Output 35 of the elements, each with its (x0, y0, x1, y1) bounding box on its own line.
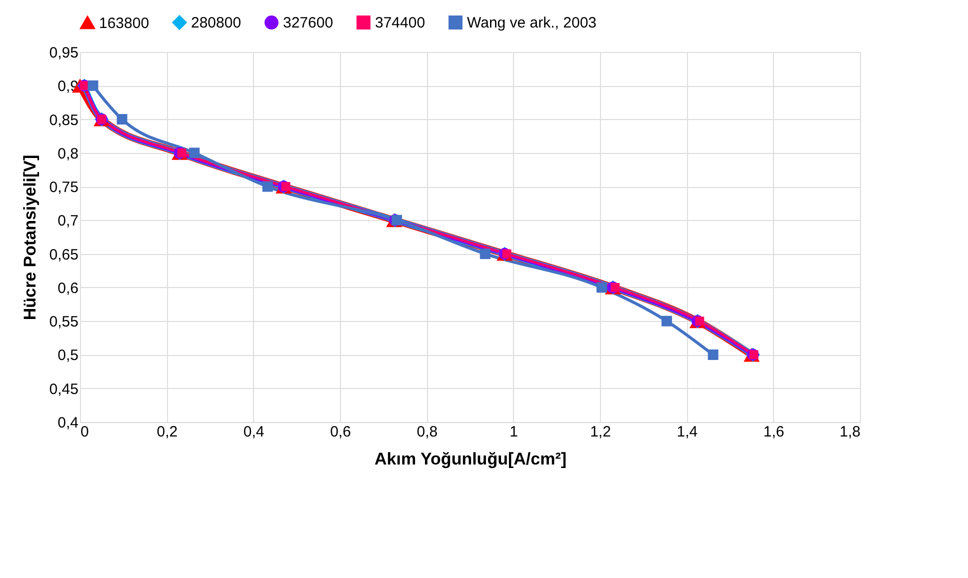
y-tick-label: 0,85 (49, 112, 78, 129)
x-tick-label: 0,6 (330, 424, 351, 440)
point (661, 316, 672, 326)
y-tick-label: 0,45 (49, 380, 78, 398)
y-tick-label: 0,5 (58, 347, 78, 364)
point (480, 248, 490, 260)
point (189, 148, 200, 158)
y-tick-label: 0,6 (58, 280, 78, 297)
x-tick-label: 1,6 (763, 424, 784, 440)
y-tick-label: 0,95 (49, 44, 78, 62)
legend-label: Wang ve ark., 2003 (467, 14, 597, 32)
y-tick-label: 0,65 (49, 246, 78, 264)
legend-label: 280800 (191, 14, 242, 32)
x-tick-label: 1 (510, 424, 518, 440)
point (708, 349, 718, 360)
x-tick-label: 0,8 (416, 424, 438, 440)
x-tick-label: 0,4 (243, 424, 264, 440)
y-tick-label: 0,8 (58, 145, 78, 162)
x-axis-title: Akım Yoğunluğu[A/cm²] (374, 450, 567, 468)
point (88, 80, 98, 91)
y-tick-label: 0,7 (58, 212, 78, 230)
point (596, 282, 607, 293)
y-tick-label: 0,55 (49, 314, 78, 331)
legend-label: 374400 (375, 14, 426, 32)
point (116, 114, 128, 125)
x-tick-label: 0,2 (156, 424, 178, 440)
x-tick-label: 1,2 (590, 424, 611, 440)
x-tick-label: 1,8 (840, 424, 860, 440)
x-tick-label: 0 (80, 424, 89, 440)
legend-label: 327600 (283, 14, 334, 32)
y-axis-title: Hücre Potansiyeli[V] (20, 154, 40, 320)
x-tick-label: 1,4 (676, 424, 698, 440)
y-tick-label: 0,75 (49, 179, 78, 196)
point (262, 181, 273, 192)
legend-label: 163800 (99, 14, 150, 32)
